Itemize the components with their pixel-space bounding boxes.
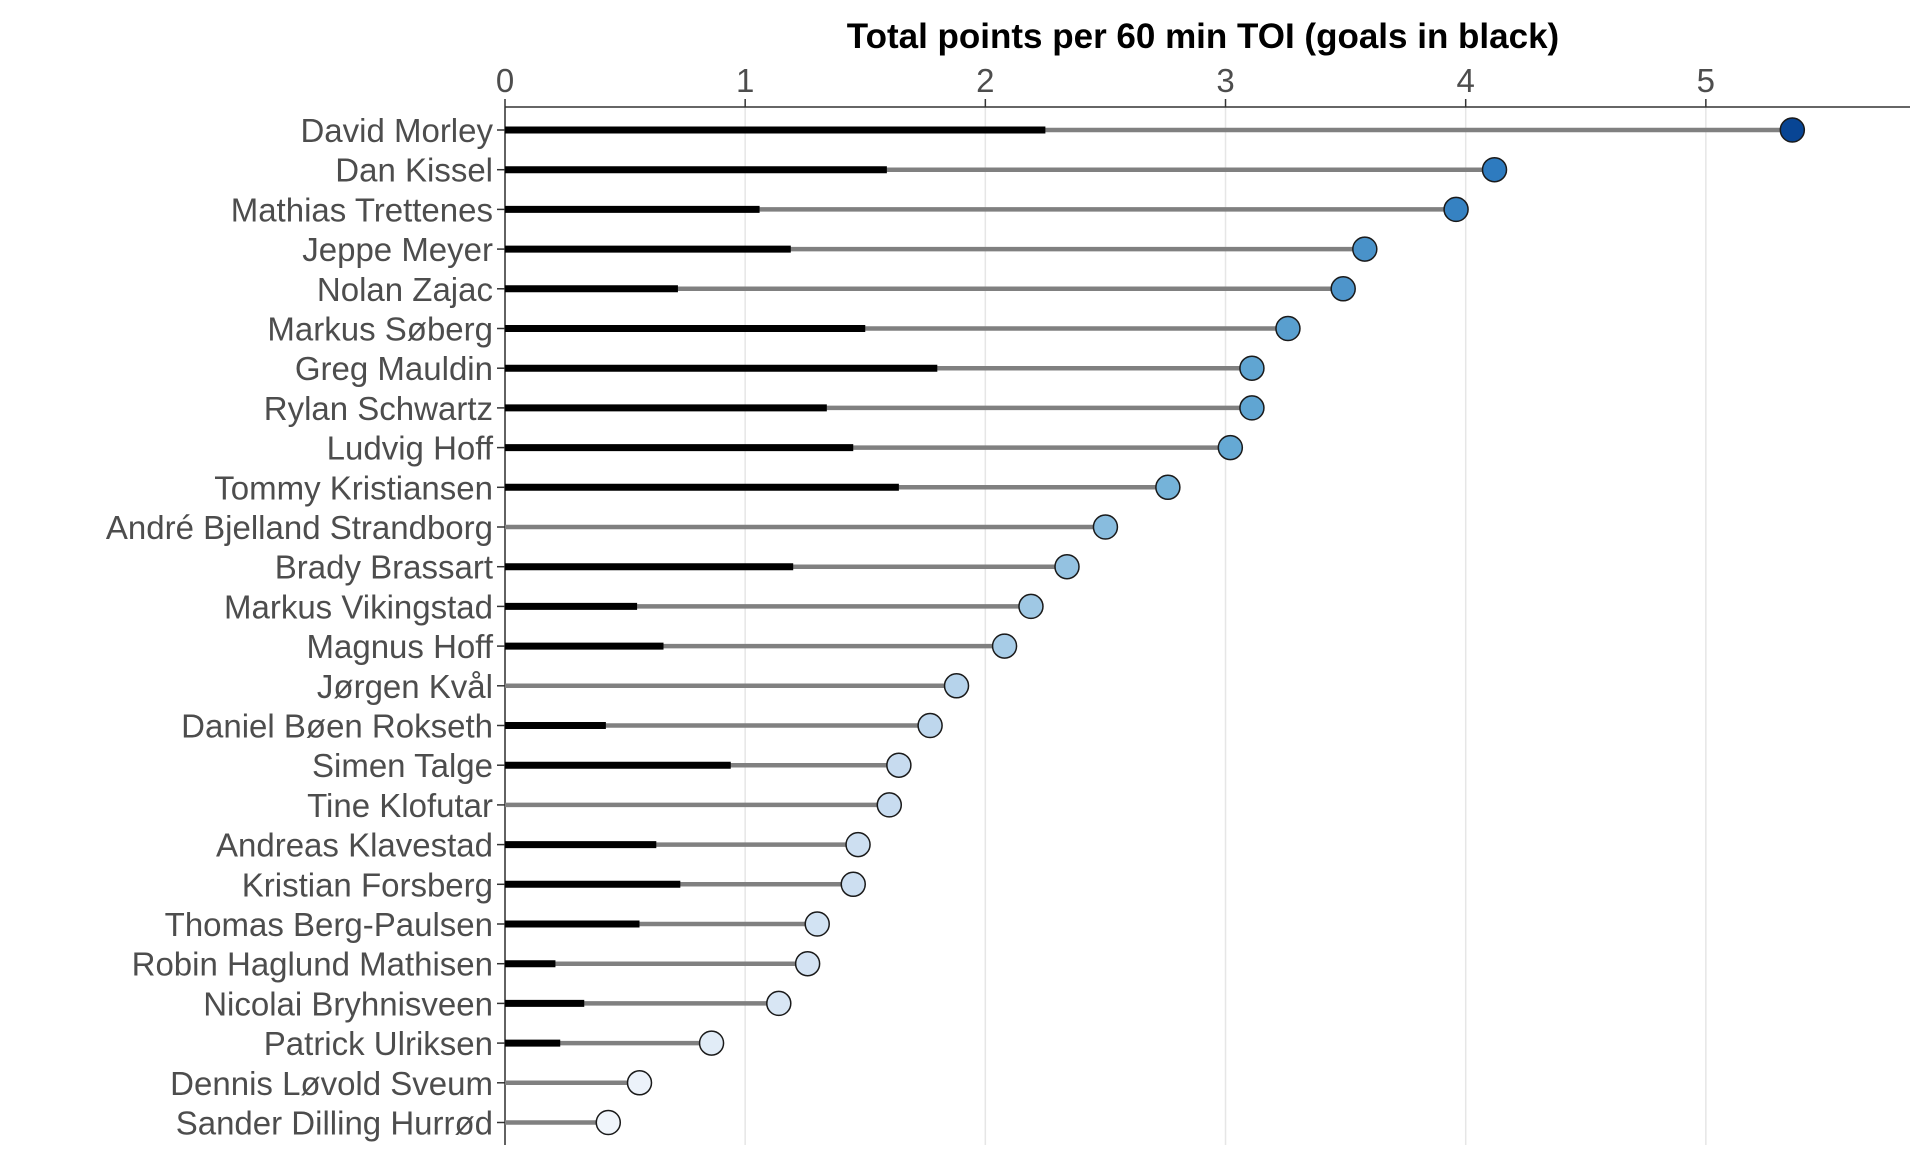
point-rylan-schwartz	[1239, 395, 1265, 421]
grid-layer	[504, 107, 1707, 1145]
category-label-markus-soberg: Markus Søberg	[267, 311, 493, 348]
point-ludvig-hoff	[1217, 434, 1244, 461]
category-label-nicolai-bryhnisveen: Nicolai Bryhnisveen	[203, 985, 493, 1022]
point-nicolai-bryhnisveen	[766, 990, 792, 1017]
point-david-morley	[1779, 117, 1806, 143]
category-label-simen-talge: Simen Talge	[312, 747, 493, 784]
point-robin-haglund-mathisen	[794, 950, 821, 977]
point-markus-vikingstad	[1018, 593, 1044, 620]
x-tick-label-2: 2	[976, 62, 994, 99]
point-patrick-ulriksen	[698, 1030, 725, 1056]
chart-title: Total points per 60 min TOI (goals in bl…	[847, 17, 1559, 56]
category-label-daniel-boen-rokseth: Daniel Bøen Rokseth	[181, 708, 493, 745]
axis-layer: 0 1 2 3 4 5	[496, 62, 1910, 1145]
x-tick-label-0: 0	[496, 62, 514, 99]
point-sander-dilling-hurrod	[595, 1109, 622, 1136]
point-dennis-lovold-sveum	[626, 1070, 653, 1096]
category-label-robin-haglund-mathisen: Robin Haglund Mathisen	[132, 946, 493, 983]
category-label-david-morley: David Morley	[300, 112, 493, 149]
point-mathias-trettenes	[1443, 196, 1469, 223]
point-andre-bjelland-strandborg	[1092, 514, 1119, 540]
x-tick-label-3: 3	[1216, 62, 1234, 99]
point-simen-talge	[886, 752, 912, 778]
category-label-andre-bjelland-strandborg: André Bjelland Strandborg	[106, 509, 493, 546]
point-kristian-forsberg	[840, 871, 866, 898]
category-label-kristian-forsberg: Kristian Forsberg	[242, 866, 493, 903]
point-nolan-zajac	[1330, 276, 1356, 302]
point-daniel-boen-rokseth	[917, 712, 943, 739]
category-label-thomas-berg-paulsen: Thomas Berg-Paulsen	[165, 906, 493, 943]
point-tine-klofutar	[876, 792, 903, 818]
category-label-greg-mauldin: Greg Mauldin	[295, 350, 493, 387]
point-magnus-hoff	[991, 633, 1018, 659]
point-jeppe-meyer	[1352, 236, 1378, 262]
point-tommy-kristiansen	[1155, 474, 1181, 501]
x-tick-label-1: 1	[736, 62, 754, 99]
point-greg-mauldin	[1239, 355, 1265, 381]
category-label-tine-klofutar: Tine Klofutar	[307, 787, 493, 824]
point-andreas-klavestad	[845, 831, 871, 858]
category-label-nolan-zajac: Nolan Zajac	[317, 271, 493, 308]
category-label-jeppe-meyer: Jeppe Meyer	[302, 231, 493, 268]
point-dan-kissel	[1481, 156, 1508, 183]
category-label-sander-dilling-hurrod: Sander Dilling Hurrød	[176, 1105, 493, 1142]
category-label-ludvig-hoff: Ludvig Hoff	[327, 430, 494, 467]
x-tick-label-4: 4	[1457, 62, 1475, 99]
category-label-markus-vikingstad: Markus Vikingstad	[224, 588, 493, 625]
category-label-brady-brassart: Brady Brassart	[275, 549, 493, 586]
point-jorgen-kval	[943, 673, 970, 699]
category-label-dan-kissel: Dan Kissel	[335, 152, 493, 189]
point-thomas-berg-paulsen	[804, 911, 830, 937]
category-label-dennis-lovold-sveum: Dennis Løvold Sveum	[170, 1065, 493, 1102]
category-label-jorgen-kval: Jørgen Kvål	[317, 668, 493, 705]
point-markus-soberg	[1275, 315, 1301, 342]
x-tick-label-5: 5	[1697, 62, 1715, 99]
category-label-mathias-trettenes: Mathias Trettenes	[231, 191, 493, 228]
category-label-magnus-hoff: Magnus Hoff	[307, 628, 494, 665]
point-brady-brassart	[1054, 553, 1080, 580]
category-label-andreas-klavestad: Andreas Klavestad	[216, 827, 493, 864]
category-label-tommy-kristiansen: Tommy Kristiansen	[214, 469, 493, 506]
category-label-rylan-schwartz: Rylan Schwartz	[264, 390, 493, 427]
category-label-patrick-ulriksen: Patrick Ulriksen	[264, 1025, 493, 1062]
bar-layer	[505, 117, 1806, 1136]
